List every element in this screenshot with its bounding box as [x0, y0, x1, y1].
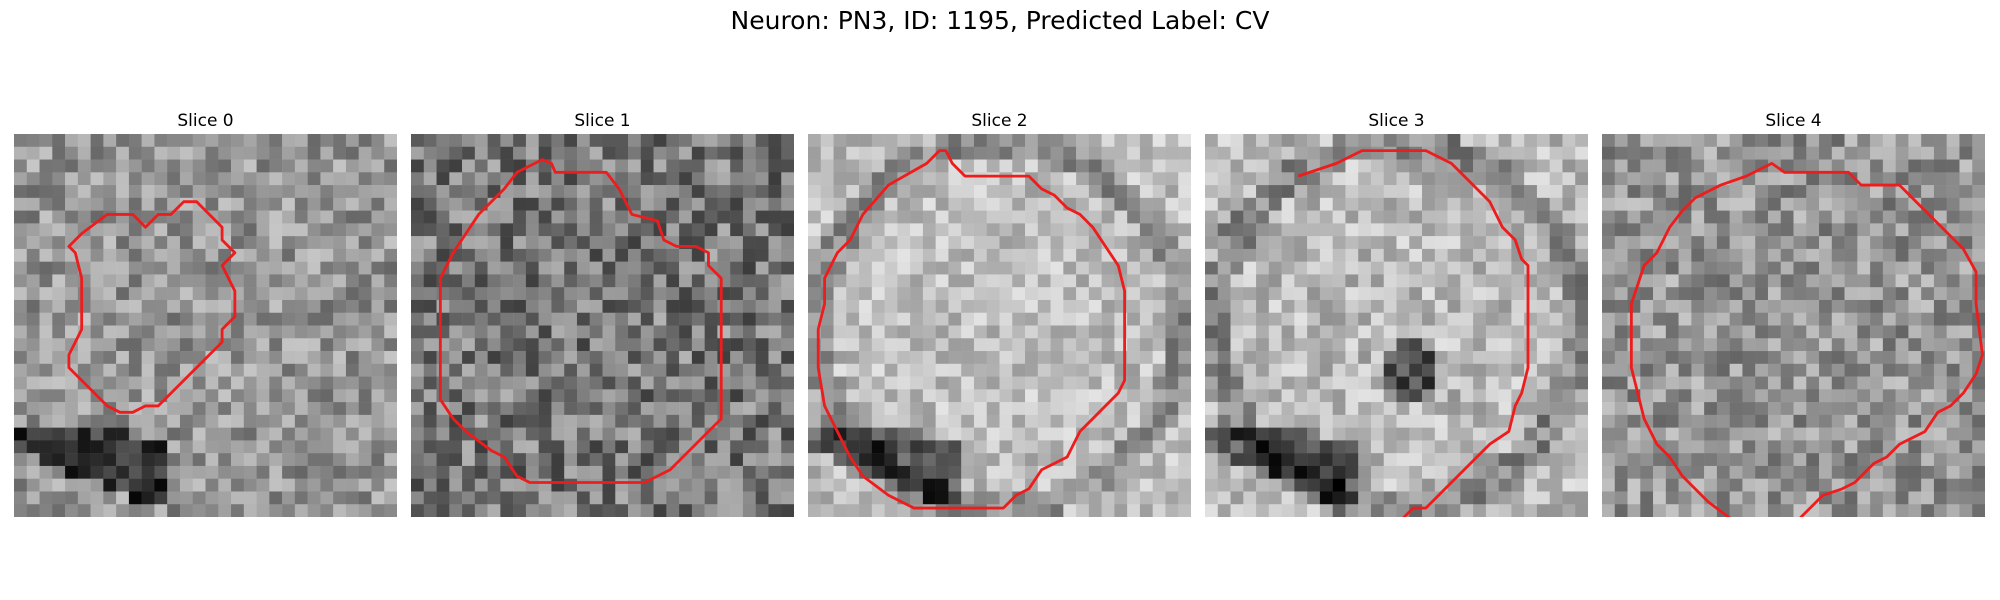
pixel-grid: [14, 134, 397, 517]
slice-title: Slice 4: [1765, 111, 1822, 131]
slice-image: [808, 134, 1191, 517]
slice-panel-1: Slice 1: [411, 108, 794, 517]
slice-title: Slice 2: [971, 111, 1028, 131]
pixel-grid: [1602, 134, 1985, 517]
slice-panel-3: Slice 3: [1205, 108, 1588, 517]
slice-title: Slice 1: [574, 111, 631, 131]
contour-outline: [1629, 161, 1984, 517]
slice-image: [411, 134, 794, 517]
slice-image: [14, 134, 397, 517]
contour-outline: [1297, 149, 1530, 517]
slice-title: Slice 3: [1368, 111, 1425, 131]
slice-panel-0: Slice 0: [14, 108, 397, 517]
contour-outline: [67, 200, 237, 414]
slice-title: Slice 0: [177, 111, 234, 131]
pixel-grid: [808, 134, 1191, 517]
slice-image: [1602, 134, 1985, 517]
figure-title: Neuron: PN3, ID: 1195, Predicted Label: …: [730, 6, 1270, 35]
slice-image: [1205, 134, 1588, 517]
slice-panel-2: Slice 2: [808, 108, 1191, 517]
pixel-grid: [1205, 134, 1588, 517]
slice-panel-4: Slice 4: [1602, 108, 1985, 517]
pixel-grid: [411, 134, 794, 517]
contour-outline: [816, 149, 1127, 510]
contour-outline: [438, 158, 723, 484]
